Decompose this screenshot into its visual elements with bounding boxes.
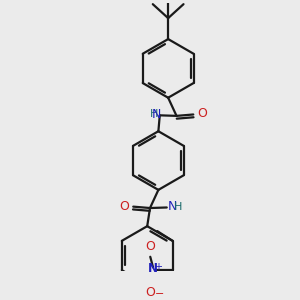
- Text: H: H: [174, 202, 183, 212]
- Text: N: N: [148, 262, 158, 275]
- Text: +: +: [154, 262, 162, 272]
- Text: −: −: [155, 289, 164, 299]
- Text: O: O: [145, 240, 155, 254]
- Text: N: N: [152, 108, 161, 121]
- Text: O: O: [197, 107, 207, 120]
- Text: H: H: [150, 110, 158, 119]
- Text: N: N: [168, 200, 178, 213]
- Text: O: O: [145, 286, 155, 299]
- Text: O: O: [120, 200, 130, 213]
